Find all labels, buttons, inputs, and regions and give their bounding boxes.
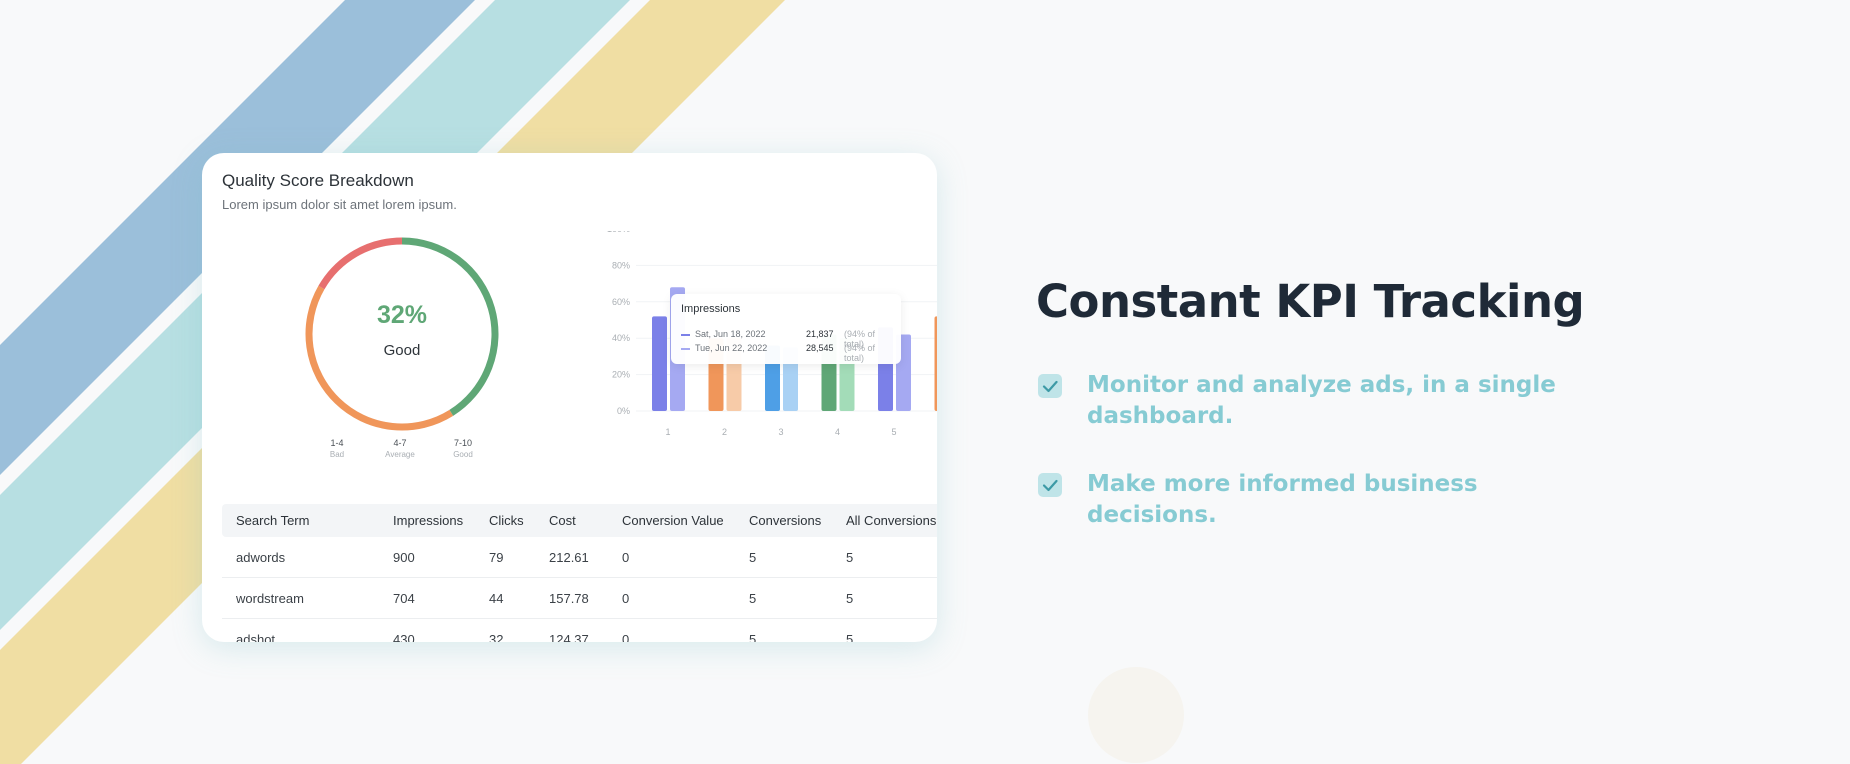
y-tick-label: 100% — [607, 231, 630, 234]
cell-all-conversions: 5 — [846, 550, 854, 565]
column-header-conversions[interactable]: Conversions — [749, 513, 822, 528]
cell-clicks: 44 — [489, 591, 504, 606]
y-tick-label: 60% — [612, 297, 630, 307]
cell-all-conversions: 5 — [846, 591, 854, 606]
tooltip-series-marker — [681, 348, 690, 350]
gauge-arc-good — [401, 237, 499, 416]
column-header-all-conversions[interactable]: All Conversions — [846, 513, 937, 528]
tooltip-row: Tue, Jun 22, 2022 28,545 (94% of total) — [681, 343, 897, 363]
tooltip-value: 21,837 — [806, 329, 834, 339]
legend-average: 4-7 Average — [370, 438, 430, 459]
quality-score-gauge: 32% Good — [302, 234, 502, 434]
checkbox-checked-icon — [1038, 374, 1062, 398]
x-tick-label: 1 — [665, 427, 670, 437]
tooltip-date: Tue, Jun 22, 2022 — [695, 343, 768, 353]
cell-impressions: 430 — [393, 632, 415, 642]
tooltip-percent: (94% of total) — [844, 343, 876, 363]
decorative-circle — [1088, 667, 1184, 763]
cell-search-term: wordstream — [236, 591, 304, 606]
legend-label: Bad — [329, 450, 345, 459]
gauge-arc-average — [305, 285, 454, 431]
y-tick-label: 0% — [617, 406, 630, 416]
cell-conversion-value: 0 — [622, 550, 630, 565]
cell-impressions: 704 — [393, 591, 415, 606]
table-row[interactable]: adwords 900 79 212.61 0 5 5 — [222, 537, 937, 578]
column-header-search-term[interactable]: Search Term — [236, 513, 310, 528]
tooltip-value: 28,545 — [806, 343, 834, 353]
column-header-impressions[interactable]: Impressions — [393, 513, 464, 528]
feature-item: Monitor and analyze ads, in a single das… — [1038, 370, 1598, 432]
table-row[interactable]: adshot 430 32 124.37 0 5 5 — [222, 619, 937, 642]
table-row[interactable]: wordstream 704 44 157.78 0 5 5 — [222, 578, 937, 619]
page-heading: Constant KPI Tracking — [1036, 275, 1585, 328]
cell-search-term: adshot — [236, 632, 276, 642]
x-tick-label: 4 — [835, 427, 840, 437]
legend-label: Average — [385, 450, 415, 459]
cell-conversion-value: 0 — [622, 632, 630, 642]
cell-all-conversions: 5 — [846, 632, 854, 642]
y-tick-label: 40% — [612, 333, 630, 343]
column-header-conversion-value[interactable]: Conversion Value — [622, 513, 724, 528]
cell-cost: 124.37 — [549, 632, 589, 642]
gauge-ring — [305, 237, 499, 431]
cell-conversions: 5 — [749, 632, 757, 642]
gauge-value: 32% — [376, 301, 428, 329]
legend-good: 7-10 Good — [433, 438, 493, 459]
feature-item: Make more informed business decisions. — [1038, 469, 1598, 528]
column-header-cost[interactable]: Cost — [549, 513, 576, 528]
feature-text: Make more informed business decisions. — [1087, 471, 1478, 528]
x-tick-label: 5 — [891, 427, 896, 437]
search-terms-table: Search Term Impressions Clicks Cost Conv… — [222, 504, 937, 642]
bar — [652, 316, 667, 411]
cell-conversion-value: 0 — [622, 591, 630, 606]
legend-bad: 1-4 Bad — [307, 438, 367, 459]
cell-cost: 212.61 — [549, 550, 589, 565]
legend-range: 4-7 — [393, 438, 407, 448]
tooltip-row: Sat, Jun 18, 2022 21,837 (94% of total) — [681, 329, 897, 349]
legend-label: Good — [453, 450, 473, 459]
tooltip-series-marker — [681, 334, 690, 336]
y-tick-label: 20% — [612, 370, 630, 380]
column-header-clicks[interactable]: Clicks — [489, 513, 524, 528]
x-tick-label: 3 — [778, 427, 783, 437]
checkbox-checked-icon — [1038, 473, 1062, 497]
legend-range: 1-4 — [330, 438, 344, 448]
cell-clicks: 32 — [489, 632, 504, 642]
chart-tooltip: Impressions Sat, Jun 18, 2022 21,837 (94… — [671, 294, 901, 364]
tooltip-date: Sat, Jun 18, 2022 — [695, 329, 766, 339]
quality-score-card: Quality Score Breakdown Lorem ipsum dolo… — [202, 153, 937, 642]
gauge-status: Good — [383, 342, 421, 359]
cell-search-term: adwords — [236, 550, 286, 565]
cell-conversions: 5 — [749, 550, 757, 565]
y-tick-label: 80% — [612, 260, 630, 270]
cell-cost: 157.78 — [549, 591, 589, 606]
cell-conversions: 5 — [749, 591, 757, 606]
gauge-arc-bad — [318, 237, 403, 290]
tooltip-title: Impressions — [681, 303, 741, 315]
cell-clicks: 79 — [489, 550, 504, 565]
tooltip-percent: (94% of total) — [844, 329, 876, 349]
cell-impressions: 900 — [393, 550, 415, 565]
table-header: Search Term Impressions Clicks Cost Conv… — [222, 504, 937, 537]
bar — [934, 316, 937, 411]
card-subtitle: Lorem ipsum dolor sit amet lorem ipsum. — [222, 197, 457, 212]
legend-range: 7-10 — [453, 438, 472, 448]
card-title: Quality Score Breakdown — [222, 171, 414, 190]
feature-text: Monitor and analyze ads, in a single das… — [1087, 372, 1556, 429]
x-tick-label: 2 — [722, 427, 727, 437]
